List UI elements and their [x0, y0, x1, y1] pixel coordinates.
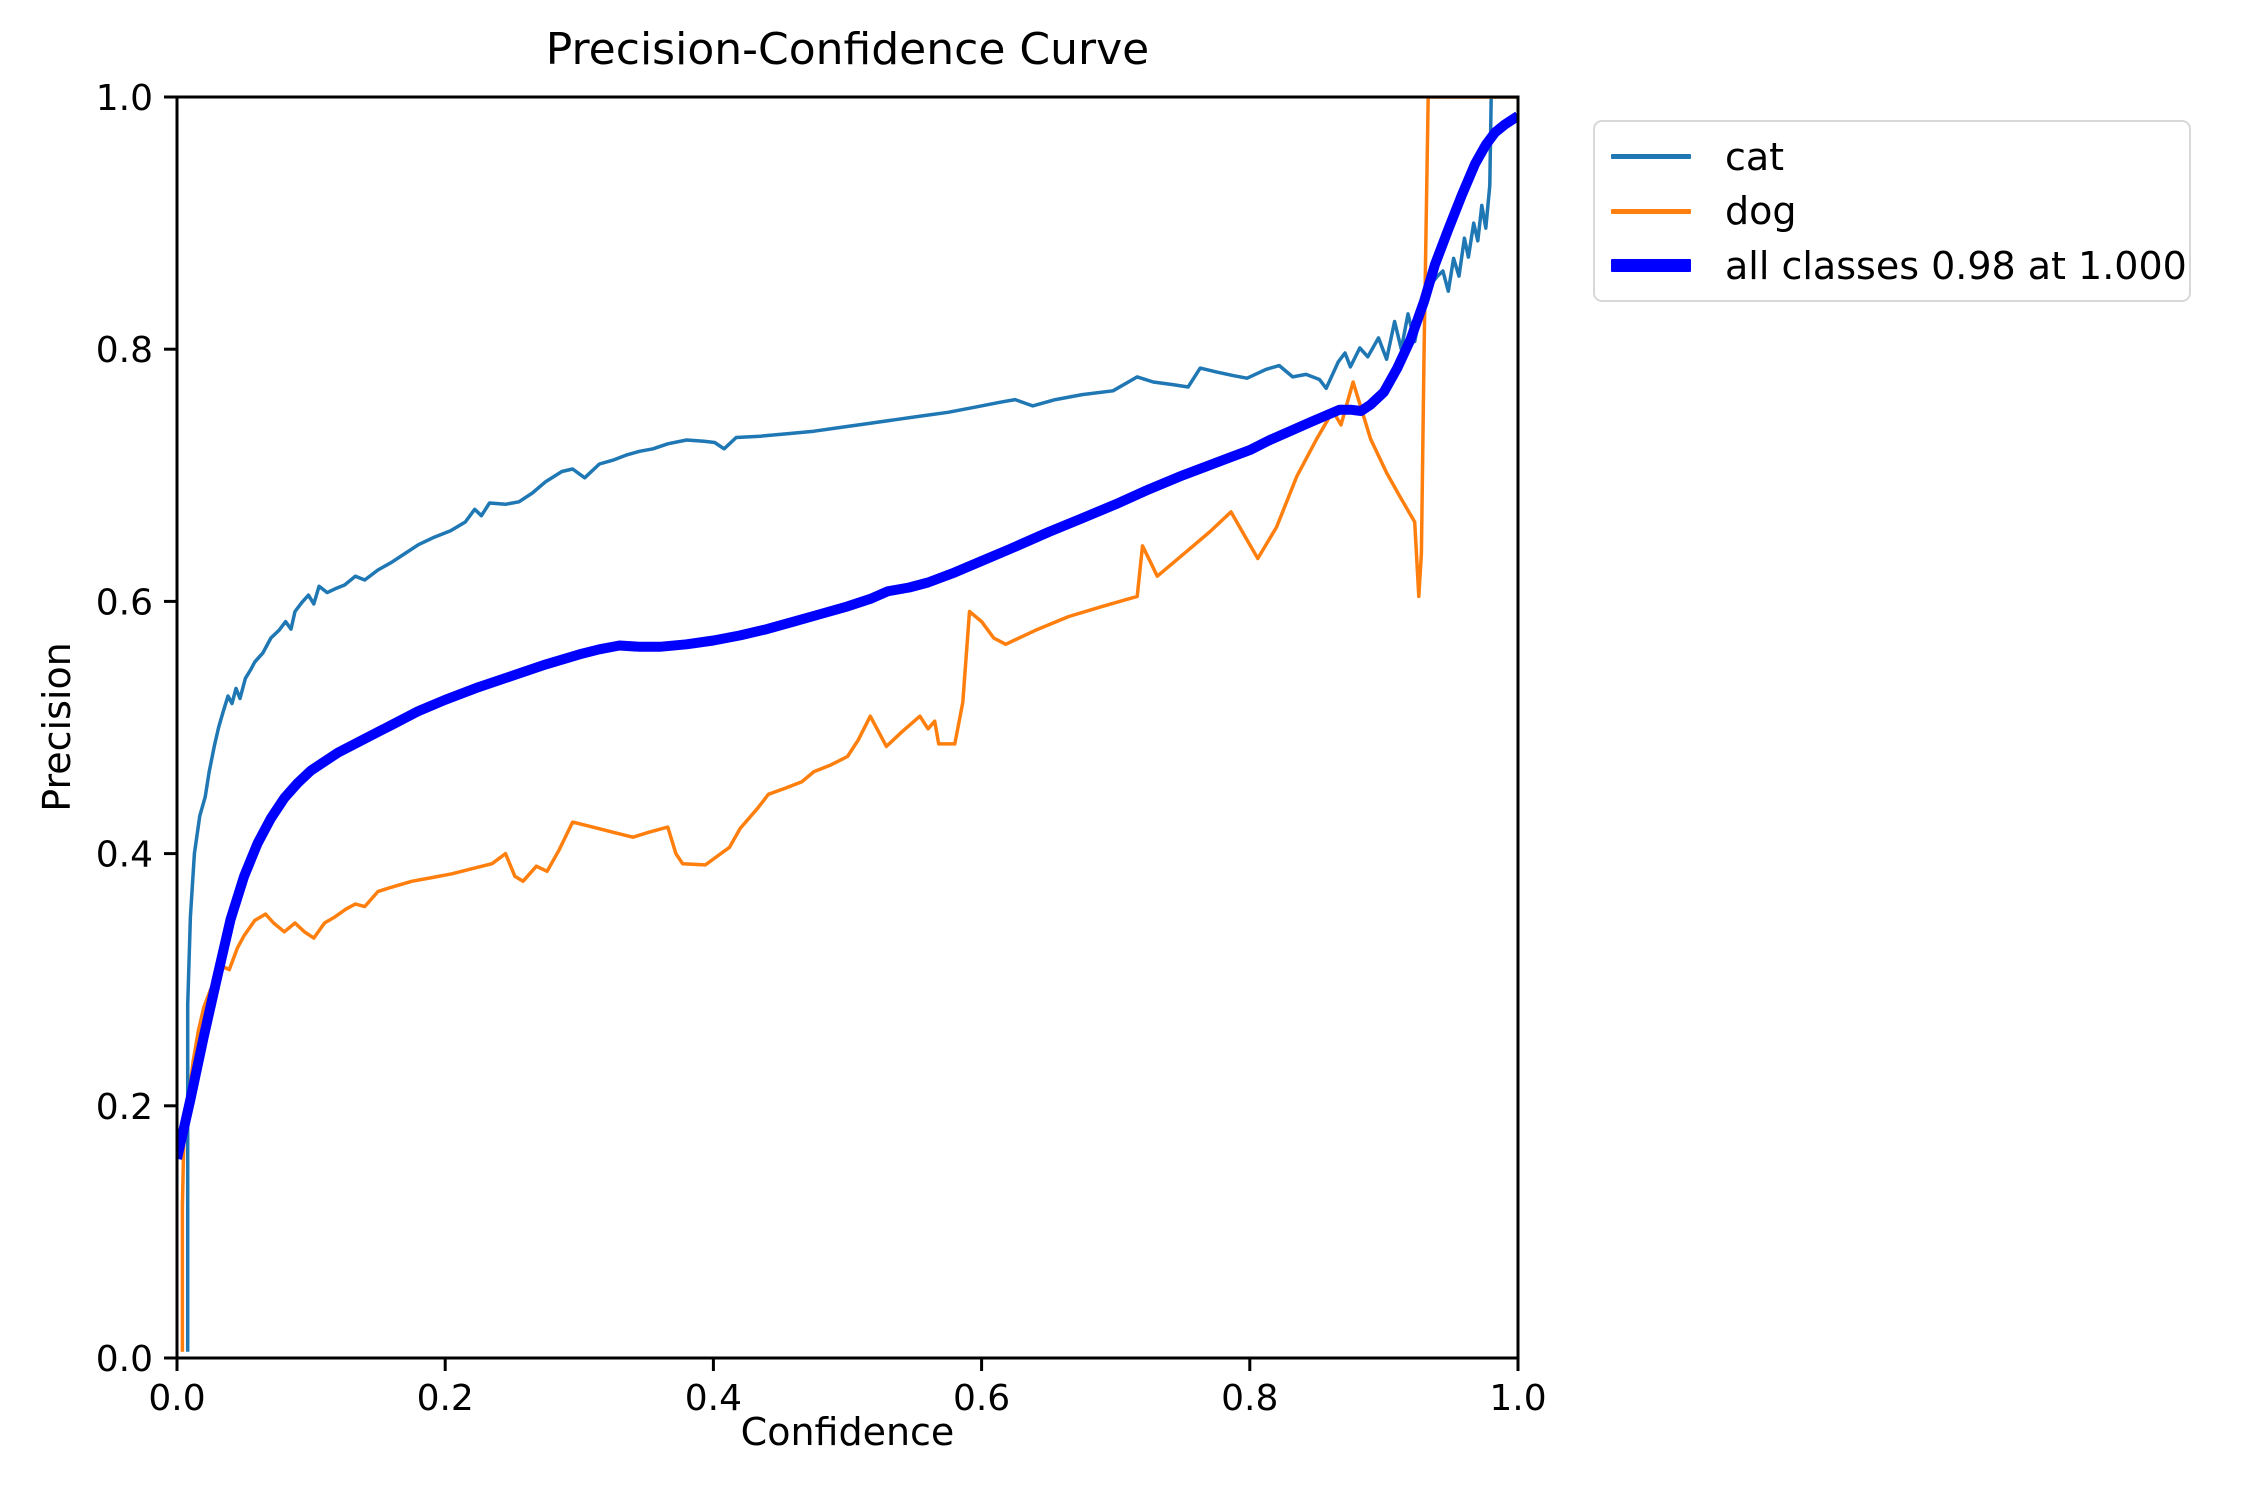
- y-axis-label: Precision: [35, 642, 79, 812]
- legend-line-sample-all-classes: [1611, 259, 1691, 272]
- cat-line: [185, 97, 1518, 1352]
- series-group: [177, 97, 1518, 1352]
- x-tick-label: 0.8: [1221, 1378, 1278, 1419]
- x-tick-label: 0.4: [685, 1378, 742, 1419]
- legend-line-sample-cat: [1611, 154, 1691, 159]
- plot-border: [175, 95, 1520, 1360]
- y-tick-label: 0.4: [96, 835, 153, 876]
- legend: cat dog all classes 0.98 at 1.000: [1593, 120, 2191, 302]
- legend-label-cat: cat: [1725, 134, 1785, 179]
- chart-title: Precision-Confidence Curve: [545, 24, 1150, 75]
- legend-item-cat: cat: [1595, 131, 2189, 183]
- x-tick-label: 0.2: [417, 1378, 474, 1419]
- y-tick-label: 0.6: [96, 582, 153, 623]
- legend-line-sample-dog: [1611, 208, 1691, 214]
- all_classes-line: [177, 111, 1518, 1160]
- x-tick-label: 0.6: [953, 1378, 1010, 1419]
- dog-line: [180, 97, 1518, 1352]
- legend-label-all-classes: all classes 0.98 at 1.000: [1725, 243, 2187, 288]
- y-tick-label: 0.2: [96, 1087, 153, 1128]
- y-tick-label: 1.0: [96, 78, 153, 119]
- x-tick-label: 1.0: [1489, 1378, 1546, 1419]
- y-tick-label: 0.0: [96, 1339, 153, 1380]
- legend-item-all-classes: all classes 0.98 at 1.000: [1595, 240, 2189, 292]
- legend-label-dog: dog: [1725, 189, 1797, 233]
- x-axis-label: Confidence: [740, 1410, 955, 1454]
- x-tick-label: 0.0: [148, 1378, 205, 1419]
- y-tick-label: 0.8: [96, 330, 153, 371]
- legend-item-dog: dog: [1595, 185, 2189, 237]
